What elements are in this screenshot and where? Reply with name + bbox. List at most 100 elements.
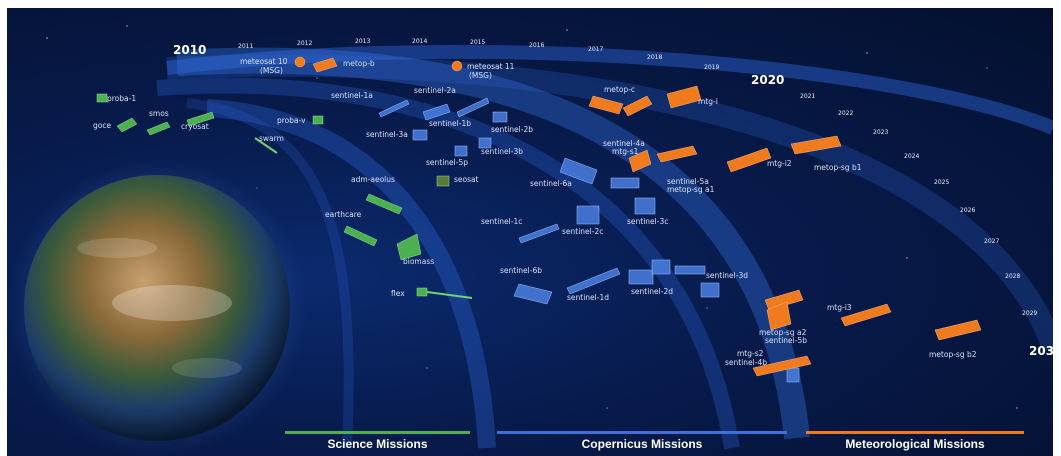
satellite-icon bbox=[146, 121, 171, 136]
mission-label: sentinel-1c bbox=[481, 217, 523, 226]
satellite-icon bbox=[451, 60, 463, 72]
mission-label: mtg-s1 bbox=[612, 147, 639, 156]
mission-label: sentinel-5p bbox=[426, 158, 468, 167]
mission-label: goce bbox=[93, 121, 112, 130]
satellite-icon bbox=[576, 205, 600, 225]
satellite-icon bbox=[396, 233, 422, 261]
mission-label: sentinel-4a bbox=[603, 139, 645, 148]
year-label: 2017 bbox=[588, 46, 604, 53]
satellite-icon bbox=[588, 95, 624, 115]
satellite-icon bbox=[666, 85, 702, 109]
year-label: 2025 bbox=[934, 179, 950, 186]
year-label: 2019 bbox=[704, 64, 720, 71]
mission-label: sentinel-3a bbox=[366, 130, 408, 139]
satellite-icon bbox=[343, 225, 378, 247]
science-missions-label: Science Missions bbox=[327, 437, 428, 451]
mission-label: smos bbox=[149, 109, 169, 118]
year-label: 2029 bbox=[1022, 310, 1038, 317]
satellite-icon bbox=[628, 149, 652, 173]
satellite-icon bbox=[254, 137, 278, 154]
satellite-icon bbox=[764, 289, 804, 311]
mission-label: sentinel-1a bbox=[331, 91, 373, 100]
mission-label: (MSG) bbox=[469, 71, 492, 80]
year-label: 2027 bbox=[984, 238, 1000, 245]
satellite-icon bbox=[566, 267, 621, 295]
satellite-icon bbox=[934, 319, 982, 341]
satellite-icon bbox=[559, 157, 598, 185]
meteorological-missions-label: Meteorological Missions bbox=[845, 437, 985, 451]
satellite-icon bbox=[700, 282, 720, 298]
year-label: 2023 bbox=[873, 129, 889, 136]
mission-label: sentinel-2a bbox=[414, 86, 456, 95]
satellite-icon bbox=[456, 97, 490, 118]
year-label: 2020 bbox=[751, 73, 785, 87]
satellite-icon bbox=[312, 57, 338, 73]
satellite-icon bbox=[186, 111, 215, 127]
year-label: 2028 bbox=[1005, 273, 1021, 280]
satellite-icon bbox=[96, 93, 108, 103]
earth-globe bbox=[24, 175, 290, 441]
mission-label: sentinel-6a bbox=[530, 179, 572, 188]
mission-label: sentinel-5a bbox=[667, 177, 709, 186]
year-label: 2010 bbox=[173, 43, 207, 57]
year-label: 2024 bbox=[904, 153, 920, 160]
satellite-icon bbox=[518, 223, 560, 244]
satellite-icon bbox=[513, 283, 553, 305]
year-label: 2012 bbox=[297, 40, 313, 47]
satellite-icon bbox=[726, 147, 772, 173]
copernicus-missions-label: Copernicus Missions bbox=[581, 437, 703, 451]
year-label: 2030 bbox=[1029, 344, 1053, 358]
satellite-icon bbox=[454, 145, 468, 157]
mission-label: swarm bbox=[259, 134, 284, 143]
mission-label: meteosat 11 bbox=[467, 62, 515, 71]
satellite-icon bbox=[628, 269, 654, 285]
mission-label: proba-1 bbox=[107, 94, 137, 103]
satellite-icon bbox=[436, 175, 450, 187]
mission-label: metop-sg b1 bbox=[814, 163, 862, 172]
year-label: 2022 bbox=[838, 110, 854, 117]
mission-label: sentinel-4b bbox=[725, 358, 767, 367]
satellite-icon bbox=[840, 303, 892, 327]
mission-label: sentinel-2b bbox=[491, 125, 533, 134]
year-label: 2011 bbox=[238, 43, 254, 50]
satellite-icon bbox=[365, 193, 403, 215]
mission-label: mtg-i3 bbox=[827, 303, 852, 312]
space-background: 2010 2011 2012 2013 2014 2015 2016 2017 … bbox=[7, 8, 1053, 456]
year-label: 2018 bbox=[647, 54, 663, 61]
mission-label: cryosat bbox=[181, 122, 209, 131]
satellite-icon bbox=[622, 95, 653, 117]
copernicus-missions-bar bbox=[497, 431, 787, 434]
mission-label: earthcare bbox=[325, 210, 362, 219]
satellite-icon bbox=[416, 287, 428, 297]
mission-label: sentinel-2c bbox=[562, 227, 604, 236]
mission-label: (MSG) bbox=[260, 66, 283, 75]
satellite-icon bbox=[674, 265, 706, 275]
mission-label: sentinel-3d bbox=[706, 271, 748, 280]
satellite-icon bbox=[294, 56, 306, 68]
year-label: 2013 bbox=[355, 38, 371, 45]
mission-label: metop-sg b2 bbox=[929, 350, 977, 359]
satellite-icon bbox=[492, 111, 508, 123]
mission-label: sentinel-1b bbox=[429, 119, 471, 128]
year-label: 2016 bbox=[529, 42, 545, 49]
satellite-icon bbox=[786, 367, 800, 383]
mission-label: proba-v bbox=[277, 116, 306, 125]
satellite-icon bbox=[752, 355, 812, 377]
mission-label: sentinel-3b bbox=[481, 147, 523, 156]
year-label: 2015 bbox=[470, 39, 486, 46]
mission-label: adm-aeolus bbox=[351, 175, 395, 184]
mission-label: seosat bbox=[454, 175, 479, 184]
mission-label: mtg-i bbox=[698, 97, 718, 106]
mission-label: metop-sg a2 bbox=[759, 328, 807, 337]
mission-label: sentinel-1d bbox=[567, 293, 609, 302]
mission-label: sentinel-3c bbox=[627, 217, 669, 226]
satellite-icon bbox=[312, 115, 324, 125]
mission-label: mtg-s2 bbox=[737, 349, 764, 358]
satellite-icon bbox=[378, 99, 410, 118]
mission-label: metop-c bbox=[604, 85, 636, 94]
mission-label: metop-b bbox=[343, 59, 375, 68]
satellite-icon bbox=[426, 291, 473, 299]
meteorological-missions-bar bbox=[806, 431, 1024, 434]
science-missions-bar bbox=[285, 431, 470, 434]
